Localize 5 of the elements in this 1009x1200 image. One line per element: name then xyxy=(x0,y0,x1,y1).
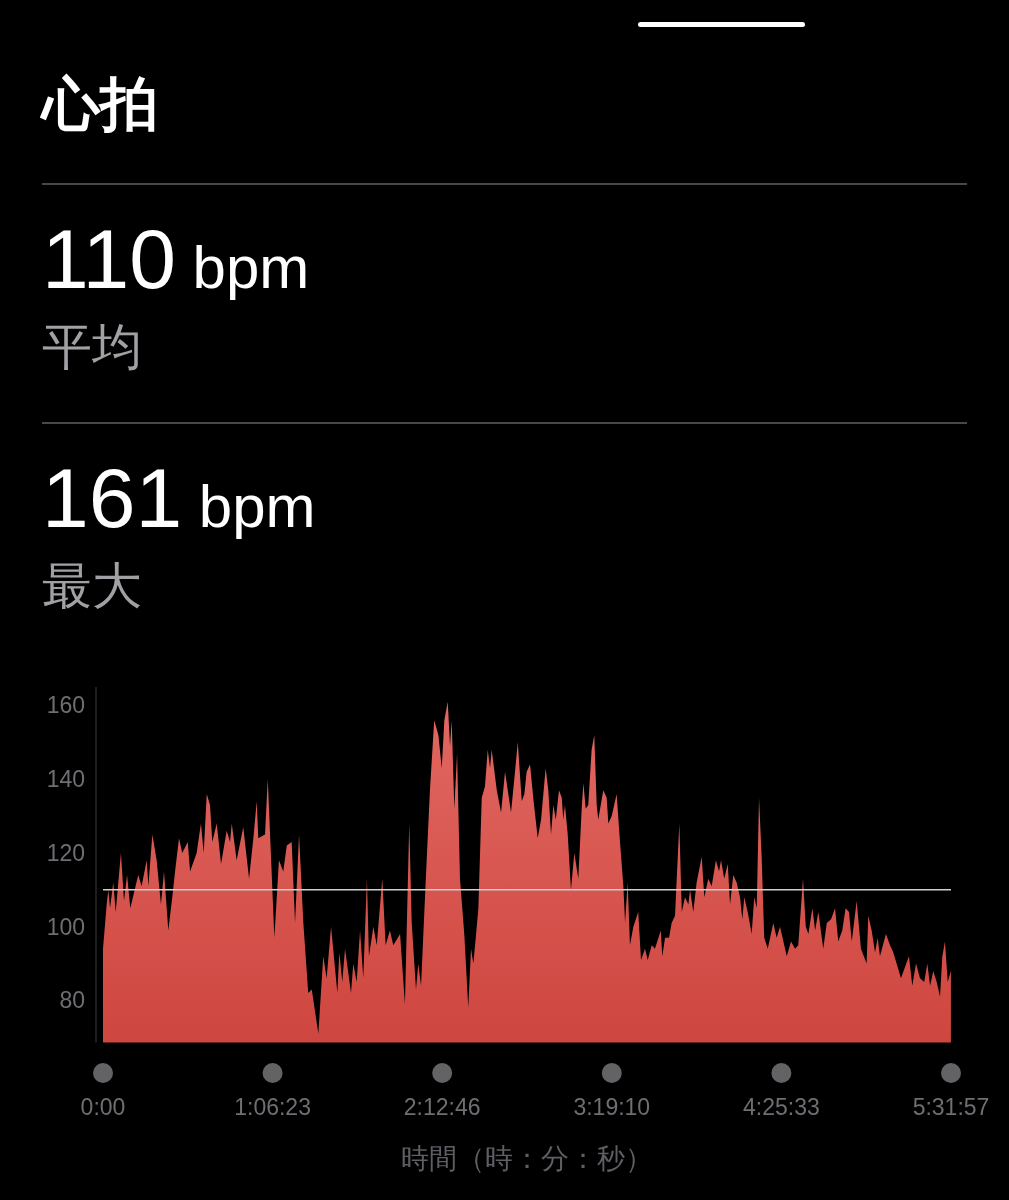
annotation: 最大 xyxy=(42,558,142,614)
annotation: 110 bpm xyxy=(42,212,310,306)
annotation: 平均 xyxy=(42,319,142,375)
annotation: 161 bpm xyxy=(42,451,316,545)
title: 心拍 xyxy=(42,71,158,136)
